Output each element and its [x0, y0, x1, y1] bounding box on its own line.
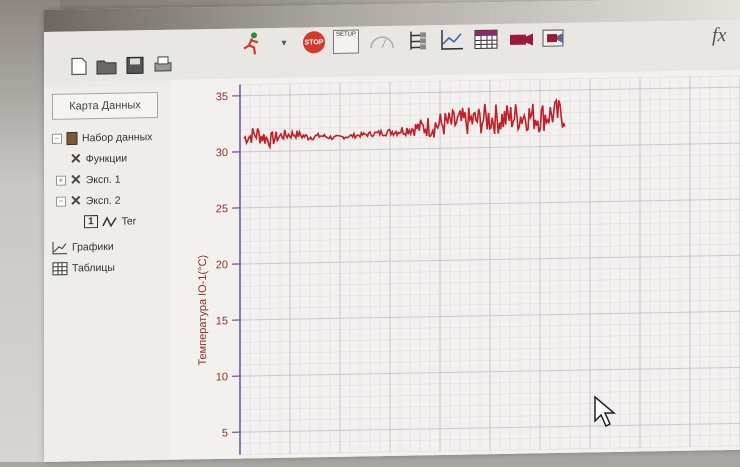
tree-item-sensor[interactable]: 1 Ter	[52, 210, 152, 233]
camera-button[interactable]	[507, 25, 533, 51]
print-button[interactable]	[152, 54, 174, 76]
tree-item-dataset[interactable]: − Набор данных	[52, 126, 152, 149]
camera-icon	[507, 26, 533, 50]
setup-label: SETUP	[336, 32, 356, 38]
tool-icon: ✕	[70, 150, 82, 167]
tree-item-tables[interactable]: Таблицы	[52, 256, 152, 279]
formula-button[interactable]: fx	[712, 24, 726, 47]
save-icon	[125, 55, 145, 75]
gauge-icon	[367, 30, 397, 53]
y-tick-label: 35	[216, 91, 228, 103]
y-tick-label: 10	[216, 371, 228, 383]
tree-item-functions[interactable]: ✕ Функции	[52, 147, 152, 170]
graph-icon	[52, 240, 68, 254]
tree-item-label: Графики	[72, 240, 114, 253]
run-button[interactable]	[239, 30, 265, 56]
temperature-series-line	[244, 100, 565, 148]
collapse-icon[interactable]: −	[56, 196, 66, 206]
data-map-sidebar: Карта Данных − Набор данных ✕ Функции + …	[44, 86, 171, 462]
tree-item-graphs[interactable]: Графики	[52, 235, 152, 258]
data-tree: − Набор данных ✕ Функции + ✕ Эксп. 1 − ✕…	[52, 126, 152, 279]
table-icon	[473, 27, 499, 51]
graph-icon	[439, 28, 465, 52]
y-tick-label: 20	[216, 259, 228, 271]
expand-icon[interactable]: +	[56, 175, 66, 185]
graph-button[interactable]	[439, 27, 465, 53]
setup-button[interactable]: SETUP	[333, 30, 359, 54]
video-button[interactable]	[541, 25, 567, 51]
tree-item-label: Эксп. 2	[86, 194, 121, 207]
y-tick-label: 5	[222, 427, 228, 439]
tree-item-exp2[interactable]: − ✕ Эксп. 2	[52, 189, 152, 212]
mouse-cursor-icon	[592, 395, 618, 429]
y-tick-label: 15	[216, 315, 228, 327]
y-axis-label: Температура IO-1(°C)	[197, 255, 209, 366]
tree-item-label: Набор данных	[82, 131, 152, 144]
temperature-chart[interactable]: 5 10 15 20 25 30 35 Температура IO-1(°C)	[170, 70, 740, 460]
collapse-icon[interactable]: −	[52, 133, 62, 143]
tree-item-label: Ter	[122, 215, 137, 227]
application-window: ▾ STOP SETUP	[44, 0, 740, 462]
new-file-button[interactable]	[68, 55, 90, 77]
new-file-icon	[69, 56, 89, 76]
print-icon	[152, 55, 174, 75]
stop-button[interactable]: STOP	[303, 31, 325, 53]
run-dropdown-button[interactable]: ▾	[273, 32, 295, 54]
data-map-tab[interactable]: Карта Данных	[52, 92, 158, 120]
tree-item-label: Функции	[86, 152, 127, 165]
chevron-down-icon: ▾	[281, 37, 286, 48]
save-button[interactable]	[124, 54, 146, 76]
open-folder-button[interactable]	[96, 55, 118, 77]
table-icon	[52, 261, 68, 275]
tree-item-label: Эксп. 1	[86, 173, 121, 186]
running-man-icon	[239, 30, 265, 56]
data-map-button[interactable]	[405, 27, 431, 53]
tree-icon	[406, 28, 430, 52]
graph-panel[interactable]: 5 10 15 20 25 30 35 Температура IO-1(°C)	[170, 70, 740, 460]
zero-button[interactable]	[367, 30, 397, 53]
waveform-icon	[102, 215, 118, 227]
tool-icon: ✕	[70, 192, 82, 209]
tool-icon: ✕	[70, 171, 82, 188]
y-tick-label: 25	[216, 203, 228, 215]
table-button[interactable]	[473, 26, 499, 52]
open-folder-icon	[96, 56, 118, 76]
tree-item-label: Таблицы	[72, 261, 115, 274]
sensor-number-badge: 1	[84, 215, 98, 228]
video-icon	[541, 26, 567, 50]
y-tick-label: 30	[216, 147, 228, 159]
tree-item-exp1[interactable]: + ✕ Эксп. 1	[52, 168, 152, 191]
dataset-icon	[66, 131, 78, 145]
